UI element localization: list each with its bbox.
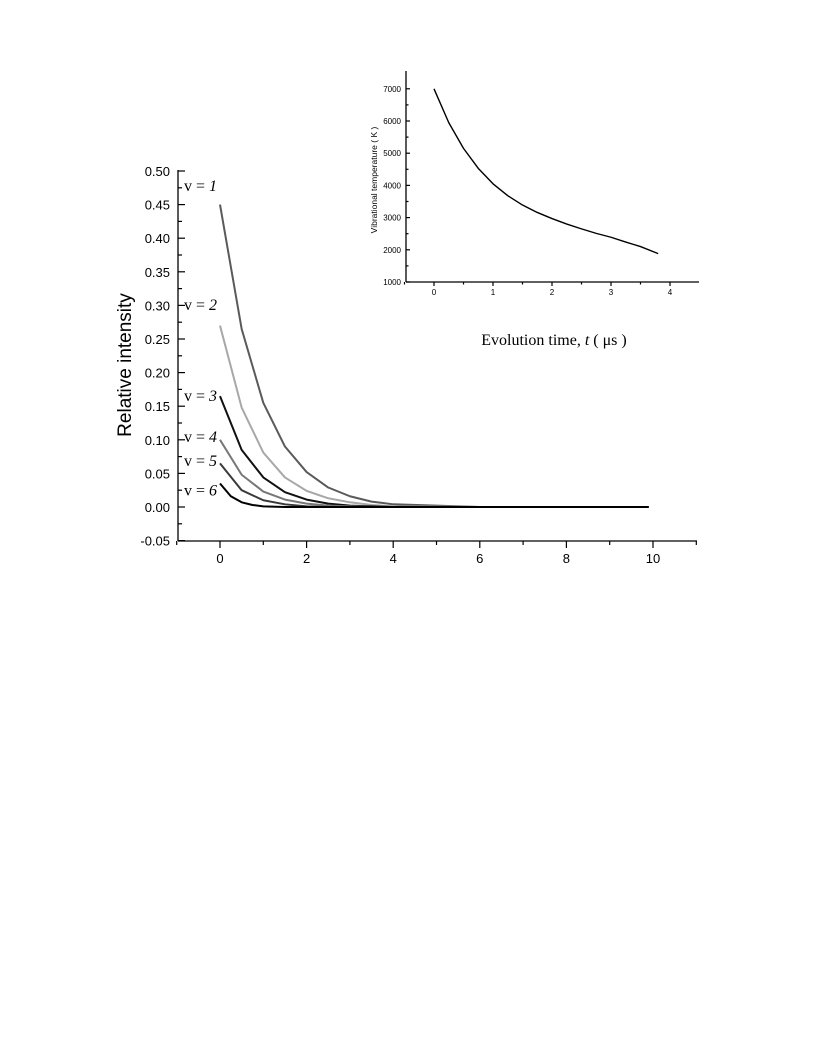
series-label-v4: v = 4: [184, 429, 217, 446]
series-label-v3: v = 3: [184, 388, 217, 405]
main-y-tick-label: 0.35: [145, 265, 170, 280]
series-label-prefix: v =: [184, 453, 209, 470]
series-line-v5: [219, 462, 649, 508]
series-label-v6: v = 6: [184, 483, 217, 500]
series-label-number: 6: [209, 483, 217, 500]
inset-y-tick-label: 4000: [383, 181, 401, 190]
main-x-tick-label: 6: [476, 551, 483, 566]
inset-x-axis-title: Evolution time, t ( μs ): [481, 332, 626, 349]
main-y-tick-label: 0.50: [145, 164, 170, 179]
inset-chart: 7000 6000 5000 4000 3000 2000 1000 0 1 2 3 4 Vibrat…: [369, 71, 699, 349]
series-label-prefix: v =: [184, 388, 209, 405]
main-y-tick-label: 0.10: [145, 433, 170, 448]
series-label-v5: v = 5: [184, 453, 217, 470]
series-label-number: 2: [209, 297, 217, 314]
inset-x-tick-label: 0: [432, 288, 437, 297]
inset-series: [433, 88, 659, 255]
inset-x-tick-label: 4: [668, 288, 673, 297]
inset-x-tick-label: 3: [609, 288, 614, 297]
main-y-tick-label: 0.25: [145, 332, 170, 347]
series-label-prefix: v =: [184, 483, 209, 500]
main-x-tick-label: 10: [646, 551, 660, 566]
series-label-number: 4: [209, 429, 217, 446]
main-y-tick-label: 0.15: [145, 399, 170, 414]
main-chart: 0.50 0.45 0.40 0.35 0.30 0.25 0.20 0.15 0.10 0.05…: [115, 164, 697, 566]
series-label-number: 5: [209, 453, 217, 470]
series-label-number: 1: [209, 178, 217, 195]
main-y-tick-label: 0.05: [145, 466, 170, 481]
main-series: [219, 204, 649, 508]
inset-y-tick-label: 1000: [383, 278, 401, 287]
main-x-tick-label: 0: [216, 551, 223, 566]
inset-x-tick-label: 1: [491, 288, 496, 297]
main-axes: 0.50 0.45 0.40 0.35 0.30 0.25 0.20 0.15 0.10 0.05…: [140, 164, 697, 566]
inset-y-tick-label: 5000: [383, 149, 401, 158]
main-x-tick-label: 4: [390, 551, 397, 566]
main-y-tick-label: 0.20: [145, 366, 170, 381]
main-x-tick-label: 2: [303, 551, 310, 566]
series-label-prefix: v =: [184, 297, 209, 314]
main-y-tick-label: 0.00: [145, 500, 170, 515]
series-label-v2: v = 2: [184, 297, 217, 314]
inset-y-tick-label: 3000: [383, 214, 401, 223]
inset-y-tick-label: 2000: [383, 246, 401, 255]
series-line-v3: [219, 395, 649, 508]
series-line-v4: [219, 439, 649, 508]
series-label-v1: v = 1: [184, 178, 217, 195]
main-y-tick-label: 0.30: [145, 298, 170, 313]
series-label-prefix: v =: [184, 429, 209, 446]
series-label-number: 3: [208, 388, 217, 405]
inset-series-line: [433, 88, 659, 255]
inset-x-axis-title-variable: t: [585, 332, 590, 349]
inset-axes: 7000 6000 5000 4000 3000 2000 1000 0 1 2 3 4: [383, 71, 699, 297]
series-label-prefix: v =: [184, 178, 209, 195]
main-y-tick-label: 0.40: [145, 231, 170, 246]
series-line-v1: [219, 204, 649, 508]
series-line-v6: [219, 482, 649, 508]
main-y-tick-label: 0.45: [145, 198, 170, 213]
inset-y-axis-title: Vibrational temperature ( K ): [369, 127, 379, 234]
series-line-v2: [219, 325, 649, 508]
inset-x-axis-title-unit: ( μs ): [589, 332, 626, 349]
inset-y-tick-label: 7000: [383, 85, 401, 94]
inset-x-axis-title-prefix: Evolution time,: [481, 332, 585, 349]
main-y-axis-title: Relative intensity: [115, 293, 136, 437]
main-y-tick-label: -0.05: [140, 534, 170, 549]
inset-y-tick-label: 6000: [383, 117, 401, 126]
inset-x-tick-label: 2: [550, 288, 555, 297]
main-x-tick-label: 8: [563, 551, 570, 566]
main-series-labels: v = 1v = 2v = 3v = 4v = 5v = 6: [184, 178, 217, 499]
